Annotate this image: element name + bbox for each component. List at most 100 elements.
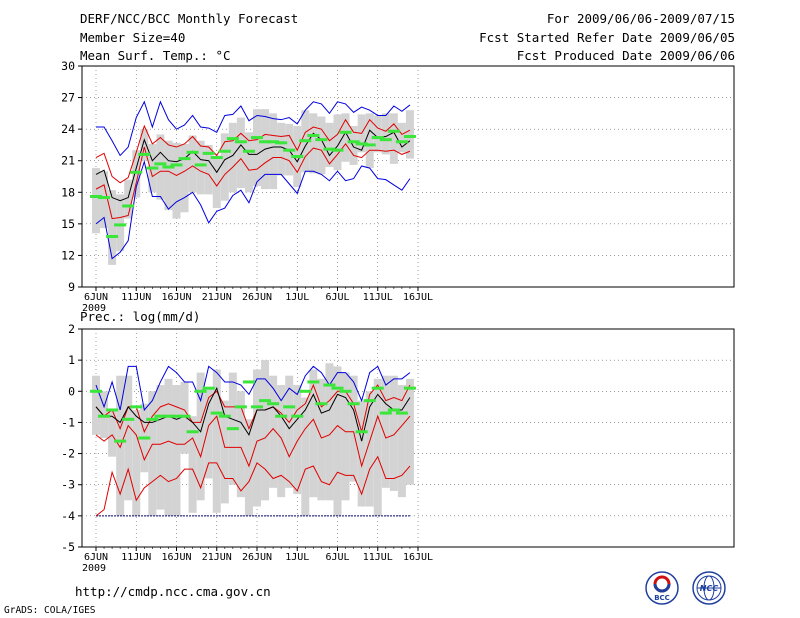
- member-mean-marker: [291, 155, 304, 159]
- y-tick-label: -1: [61, 415, 75, 429]
- member-mean-marker: [146, 417, 159, 421]
- forecast-period: For 2009/06/06-2009/07/15: [546, 11, 735, 26]
- ensemble-box: [100, 171, 109, 229]
- ensemble-box: [333, 366, 342, 516]
- member-mean-marker: [315, 138, 328, 142]
- ensemble-box: [309, 113, 318, 174]
- x-tick-label: 16JUN: [161, 552, 191, 563]
- ensemble-box: [349, 125, 358, 165]
- x-tick-label: 11JUN: [121, 292, 151, 303]
- ensemble-box: [397, 122, 406, 153]
- member-mean-marker: [242, 149, 255, 153]
- ensemble-box: [212, 155, 221, 209]
- member-mean-marker: [251, 405, 263, 409]
- plot-frame: [81, 328, 735, 548]
- ensemble-box: [381, 375, 390, 488]
- member-mean-marker: [194, 389, 207, 393]
- member-mean-marker: [218, 149, 231, 153]
- source-url[interactable]: http://cmdp.ncc.cma.gov.cn: [75, 584, 271, 599]
- member-mean-marker: [291, 414, 304, 418]
- ensemble-box: [196, 140, 205, 195]
- member-mean-marker: [299, 389, 312, 393]
- y-tick-label: -2: [61, 447, 75, 461]
- ensemble-box: [325, 363, 334, 501]
- y-tick-label: 9: [68, 280, 75, 294]
- x-tick-label: 11JUN: [121, 552, 151, 563]
- member-mean-marker: [106, 234, 119, 238]
- fcst-start-date: Fcst Started Refer Date 2009/06/05: [479, 30, 735, 45]
- member-mean-marker: [234, 405, 247, 409]
- ensemble-mean-line: [95, 386, 411, 442]
- bcc-logo: BCC: [645, 571, 679, 605]
- ensemble-box: [100, 391, 109, 438]
- ensemble-box: [349, 375, 358, 482]
- x-tick-label: 6JUL: [325, 552, 349, 563]
- member-mean-marker: [323, 383, 336, 387]
- ensemble-box: [405, 378, 414, 485]
- x-tick-label: 6JUN: [84, 552, 108, 563]
- ensemble-box: [212, 369, 221, 513]
- member-mean-marker: [283, 405, 296, 409]
- member-mean-marker: [259, 140, 272, 144]
- fcst-produced-date: Fcst Produced Date 2009/06/06: [516, 48, 735, 63]
- ensemble-box: [373, 378, 382, 516]
- member-mean-marker: [251, 136, 263, 140]
- member-mean-marker: [114, 223, 127, 227]
- ensemble-box: [92, 168, 100, 234]
- ensemble-box: [172, 142, 181, 219]
- member-mean-marker: [130, 170, 143, 174]
- x-tick-label: 21JUN: [202, 552, 232, 563]
- x-tick-label: 6JUN: [84, 292, 108, 303]
- chart-title: DERF/NCC/BCC Monthly Forecast: [80, 11, 299, 26]
- inner-lower-line: [95, 414, 411, 468]
- y-tick-label: 24: [61, 122, 75, 136]
- ensemble-box: [204, 388, 213, 479]
- ensemble-box: [381, 113, 390, 155]
- member-mean-marker: [331, 148, 344, 152]
- x-tick-label: 21JUN: [202, 292, 232, 303]
- member-mean-marker: [202, 151, 215, 155]
- ensemble-box: [244, 132, 253, 193]
- member-mean-marker: [122, 417, 135, 421]
- panel-title: Prec.: log(mm/d): [80, 309, 200, 324]
- ensemble-box: [293, 385, 302, 495]
- temperature-panel: 9 12 15 18 21 24 27 30 6JUN 11JUN 16JUN 21JUN 26JUN 1…: [61, 59, 735, 314]
- member-mean-marker: [154, 162, 167, 166]
- ensemble-box: [405, 110, 414, 159]
- ensemble-box: [373, 115, 382, 153]
- ensemble-box: [253, 109, 261, 186]
- ensemble-box: [132, 409, 141, 516]
- member-mean-marker: [371, 386, 384, 390]
- ensemble-box: [156, 385, 165, 510]
- x-tick-label: 11JUL: [363, 552, 393, 563]
- x-tick-label: 26JUN: [242, 552, 272, 563]
- member-mean-marker: [363, 143, 376, 147]
- member-mean-marker: [186, 430, 199, 434]
- member-mean-marker: [387, 129, 400, 133]
- member-mean-marker: [275, 141, 288, 145]
- ensemble-box: [365, 113, 374, 169]
- x-tick-label: 26JUN: [242, 292, 272, 303]
- x-tick-label: 16JUL: [403, 552, 433, 563]
- member-mean-marker: [234, 140, 247, 144]
- member-mean-marker: [130, 405, 143, 409]
- inner-lower-line: [95, 143, 411, 220]
- member-mean-marker: [122, 204, 135, 208]
- ensemble-box: [397, 385, 406, 498]
- y-tick-label: 30: [61, 59, 75, 73]
- ensemble-box: [180, 143, 189, 213]
- ensemble-box: [341, 113, 350, 162]
- member-mean-marker: [210, 411, 223, 415]
- member-mean-marker: [339, 130, 352, 134]
- inner-upper-line: [95, 383, 411, 434]
- x-tick-label: 11JUL: [363, 292, 393, 303]
- member-mean-marker: [202, 386, 215, 390]
- ensemble-box: [164, 140, 173, 211]
- member-mean-marker: [210, 156, 223, 160]
- ensemble-box: [244, 419, 253, 516]
- member-mean-marker: [379, 138, 392, 142]
- grads-credit: GrADS: COLA/IGES: [4, 605, 96, 616]
- member-mean-marker: [242, 380, 255, 384]
- y-tick-label: 15: [61, 217, 75, 231]
